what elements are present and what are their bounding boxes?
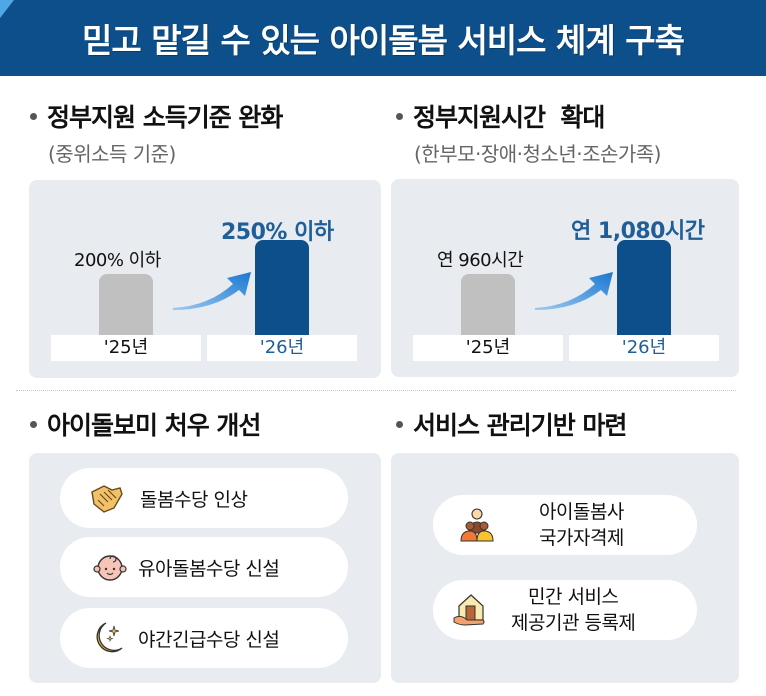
item-label-line2: 국가자격제 [539,527,624,549]
section-title-text: 서비스 관리기반 마련 [413,411,627,440]
section-title-text: 정부지원시간 확대 [413,103,605,132]
bullet-icon [30,112,37,120]
bullet-icon [396,420,403,428]
moon-stars-icon [96,622,123,653]
management-panel: 아이돌봄사 국가자격제 민간 서비스 제공기관 등록제 [391,453,739,683]
corner-accent [0,0,14,18]
section-title-text: 정부지원 소득기준 완화 [47,103,283,132]
item-label-line1: 민간 서비스 [527,586,619,608]
x-label-curr: '26년 [207,335,357,361]
bullet-icon [396,112,403,120]
section-subtitle-hours: (한부모·장애·청소년·조손가족) [414,142,661,166]
item-label-line1: 아이돌봄사 [539,501,624,523]
section-title-income: 정부지원 소득기준 완화 [30,98,283,134]
list-item: 돌봄수당 인상 [60,468,348,528]
section-title-text: 아이돌보미 처우 개선 [47,411,261,440]
handshake-icon [91,485,123,513]
list-item: 유아돌봄수당 신설 [60,537,348,597]
item-label: 민간 서비스 제공기관 등록제 [511,584,636,636]
section-title-management: 서비스 관리기반 마련 [396,406,627,442]
list-item: 민간 서비스 제공기관 등록제 [433,580,697,640]
house-in-hand-icon [453,594,485,626]
hours-chart-panel: 연 960시간 연 1,080시간 '25년 '26년 [391,179,739,377]
section-title-hours: 정부지원시간 확대 [396,98,605,134]
list-item: 야간긴급수당 신설 [60,608,348,668]
increase-arrow-icon [535,272,613,310]
item-label-line2: 제공기관 등록제 [511,612,636,634]
header-banner: 믿고 맡길 수 있는 아이돌봄 서비스 체계 구축 [0,0,766,76]
item-label: 유아돌봄수당 신설 [138,557,280,580]
caregiver-panel: 돌봄수당 인상 유아돌봄수당 신설 야간긴급수당 신설 [29,453,381,683]
increase-arrow-icon [173,272,251,310]
item-label: 야간긴급수당 신설 [138,628,280,651]
page-title: 믿고 맡길 수 있는 아이돌봄 서비스 체계 구축 [82,21,685,60]
bar-prev [99,274,153,336]
bar-value-prev: 200% 이하 [74,250,161,271]
x-label-curr: '26년 [569,335,719,361]
baby-face-icon [93,555,127,581]
section-divider [16,390,736,391]
list-item: 아이돌봄사 국가자격제 [433,495,697,555]
bar-prev [461,274,515,336]
bar-value-curr: 연 1,080시간 [571,219,705,244]
x-label-prev: '25년 [413,335,563,361]
item-label: 아이돌봄사 국가자격제 [539,499,624,551]
income-chart-panel: 200% 이하 250% 이하 '25년 '26년 [29,180,381,378]
bar-value-prev: 연 960시간 [437,250,524,271]
section-title-caregiver: 아이돌보미 처우 개선 [30,406,261,442]
bar-curr [617,240,671,336]
people-group-icon [460,508,494,542]
section-subtitle-income: (중위소득 기준) [48,142,176,166]
bar-curr [255,240,309,336]
bullet-icon [30,420,37,428]
item-label: 돌봄수당 인상 [140,488,248,511]
x-label-prev: '25년 [51,335,201,361]
